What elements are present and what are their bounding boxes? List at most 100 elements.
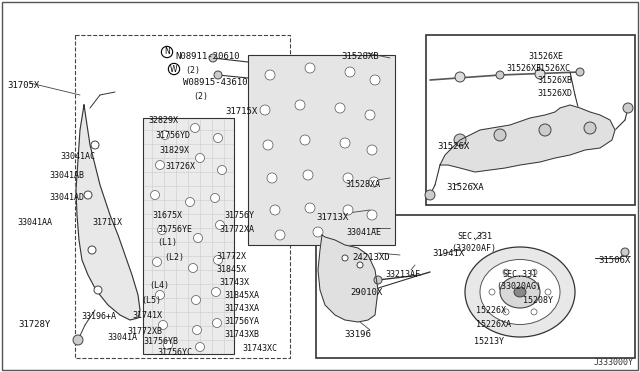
Text: W08915-43610: W08915-43610 bbox=[183, 78, 248, 87]
Text: 32829X: 32829X bbox=[148, 116, 178, 125]
Text: (33020AG): (33020AG) bbox=[496, 282, 541, 291]
Circle shape bbox=[335, 103, 345, 113]
Circle shape bbox=[267, 173, 277, 183]
Bar bbox=[248, 55, 395, 245]
Text: 33213AF: 33213AF bbox=[385, 270, 420, 279]
Circle shape bbox=[343, 205, 353, 215]
Circle shape bbox=[295, 100, 305, 110]
Text: 33041AA: 33041AA bbox=[17, 218, 52, 227]
Text: (L5): (L5) bbox=[141, 296, 161, 305]
Text: SEC.331: SEC.331 bbox=[457, 232, 492, 241]
Text: (L4): (L4) bbox=[149, 281, 169, 290]
Text: 33041AE: 33041AE bbox=[346, 228, 381, 237]
Circle shape bbox=[576, 68, 584, 76]
Circle shape bbox=[496, 71, 504, 79]
Circle shape bbox=[340, 138, 350, 148]
Circle shape bbox=[265, 70, 275, 80]
Text: 33041AB: 33041AB bbox=[49, 171, 84, 180]
Circle shape bbox=[193, 326, 202, 334]
Circle shape bbox=[305, 63, 315, 73]
Text: 33041AD: 33041AD bbox=[49, 193, 84, 202]
Text: 29010X: 29010X bbox=[350, 288, 382, 297]
Circle shape bbox=[214, 71, 222, 79]
Circle shape bbox=[186, 198, 195, 206]
Circle shape bbox=[623, 103, 633, 113]
Circle shape bbox=[531, 309, 537, 315]
Circle shape bbox=[270, 205, 280, 215]
Text: (L1): (L1) bbox=[157, 238, 177, 247]
Bar bbox=[316, 215, 635, 358]
Circle shape bbox=[374, 276, 382, 284]
Text: 31772XA: 31772XA bbox=[219, 225, 254, 234]
Circle shape bbox=[216, 221, 225, 230]
Text: 31741X: 31741X bbox=[132, 311, 162, 320]
Text: 31756Y: 31756Y bbox=[224, 211, 254, 220]
Bar bbox=[143, 118, 234, 354]
Text: (33020AF): (33020AF) bbox=[451, 244, 496, 253]
Text: 31526XC: 31526XC bbox=[535, 64, 570, 73]
Ellipse shape bbox=[500, 276, 540, 308]
Polygon shape bbox=[318, 235, 378, 322]
Text: 31728Y: 31728Y bbox=[18, 320, 51, 329]
Polygon shape bbox=[76, 105, 140, 320]
Text: W: W bbox=[170, 64, 178, 74]
Circle shape bbox=[163, 340, 173, 350]
Text: 31528XA: 31528XA bbox=[345, 180, 380, 189]
Text: 31772XB: 31772XB bbox=[127, 327, 162, 336]
Text: 31772X: 31772X bbox=[216, 252, 246, 261]
Circle shape bbox=[305, 203, 315, 213]
Polygon shape bbox=[440, 105, 615, 172]
Circle shape bbox=[195, 343, 205, 352]
Circle shape bbox=[211, 193, 220, 202]
Bar bbox=[75, 35, 290, 358]
Text: 31526XE: 31526XE bbox=[528, 52, 563, 61]
Text: 31743XB: 31743XB bbox=[224, 330, 259, 339]
Circle shape bbox=[156, 291, 164, 299]
Text: 31743XC: 31743XC bbox=[242, 344, 277, 353]
Text: 31726X: 31726X bbox=[165, 162, 195, 171]
Text: 31506X: 31506X bbox=[598, 256, 630, 265]
Text: J333000Y: J333000Y bbox=[594, 358, 634, 367]
Text: 31526XD: 31526XD bbox=[537, 89, 572, 98]
Circle shape bbox=[218, 166, 227, 174]
Circle shape bbox=[494, 129, 506, 141]
Circle shape bbox=[303, 170, 313, 180]
Ellipse shape bbox=[465, 247, 575, 337]
Ellipse shape bbox=[480, 260, 560, 324]
Ellipse shape bbox=[514, 287, 526, 297]
Text: 15208Y: 15208Y bbox=[523, 296, 553, 305]
Text: 31845XA: 31845XA bbox=[224, 291, 259, 300]
Bar bbox=[426, 35, 635, 205]
Text: 33196: 33196 bbox=[344, 330, 371, 339]
Circle shape bbox=[156, 160, 164, 170]
Circle shape bbox=[313, 227, 323, 237]
Text: N: N bbox=[164, 48, 170, 57]
Circle shape bbox=[152, 257, 161, 266]
Circle shape bbox=[370, 75, 380, 85]
Text: 31526XA: 31526XA bbox=[446, 183, 484, 192]
Circle shape bbox=[454, 134, 466, 146]
Circle shape bbox=[193, 234, 202, 243]
Circle shape bbox=[191, 295, 200, 305]
Text: 31845X: 31845X bbox=[216, 265, 246, 274]
Text: 31528XB: 31528XB bbox=[341, 52, 379, 61]
Text: 31743XA: 31743XA bbox=[224, 304, 259, 313]
Circle shape bbox=[367, 210, 377, 220]
Circle shape bbox=[88, 246, 96, 254]
Circle shape bbox=[214, 134, 223, 142]
Circle shape bbox=[157, 225, 166, 234]
Circle shape bbox=[260, 105, 270, 115]
Circle shape bbox=[621, 248, 629, 256]
Circle shape bbox=[209, 54, 217, 62]
Circle shape bbox=[503, 269, 509, 275]
Text: (2): (2) bbox=[185, 66, 200, 75]
Circle shape bbox=[369, 177, 379, 187]
Circle shape bbox=[425, 190, 435, 200]
Text: 33196+A: 33196+A bbox=[81, 312, 116, 321]
Text: N08911-20610: N08911-20610 bbox=[175, 52, 239, 61]
Text: 31756YE: 31756YE bbox=[157, 225, 192, 234]
Circle shape bbox=[342, 255, 348, 261]
Text: 33041A: 33041A bbox=[107, 333, 137, 342]
Circle shape bbox=[531, 269, 537, 275]
Text: 31743X: 31743X bbox=[219, 278, 249, 287]
